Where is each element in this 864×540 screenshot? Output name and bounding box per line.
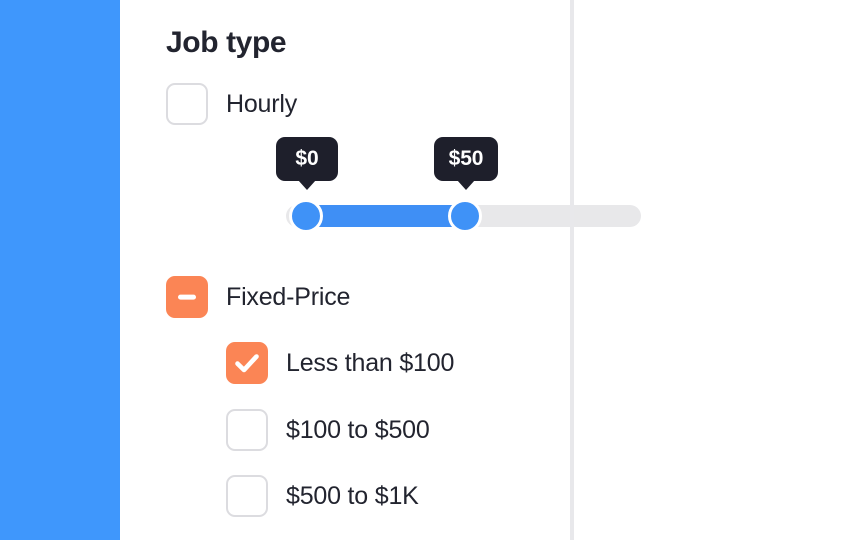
checkbox-label-500-to-1k: $500 to $1K	[286, 482, 419, 510]
left-blue-rail	[0, 0, 120, 540]
checkbox-label-100-to-500: $100 to $500	[286, 416, 430, 444]
checkbox-row-500-to-1k[interactable]: $500 to $1K	[226, 475, 419, 517]
check-glyph	[235, 354, 259, 373]
slider-min-tooltip: $0	[276, 137, 338, 181]
slider-thumb-max[interactable]	[448, 199, 482, 233]
checkbox-checked-icon[interactable]	[226, 342, 268, 384]
hourly-rate-range-slider[interactable]	[286, 199, 641, 233]
checkbox-label-hourly: Hourly	[226, 90, 298, 118]
checkbox-label-less-than-100: Less than $100	[286, 349, 455, 377]
checkbox-row-less-than-100[interactable]: Less than $100	[226, 342, 454, 384]
checkbox-indeterminate-icon[interactable]	[166, 276, 208, 318]
slider-max-tooltip: $50	[434, 137, 498, 181]
checkbox-empty-icon[interactable]	[226, 409, 268, 451]
checkbox-row-fixed-price[interactable]: Fixed-Price	[166, 276, 350, 318]
panel-divider	[570, 0, 574, 540]
minus-glyph	[178, 294, 196, 300]
checkbox-empty-icon[interactable]	[226, 475, 268, 517]
page-title: Job type	[166, 26, 287, 59]
slider-thumb-min[interactable]	[289, 199, 323, 233]
checkbox-label-fixed-price: Fixed-Price	[226, 283, 351, 311]
slider-selected-range	[306, 205, 465, 227]
checkbox-empty-icon[interactable]	[166, 83, 208, 125]
checkbox-row-100-to-500[interactable]: $100 to $500	[226, 409, 430, 451]
checkbox-row-hourly[interactable]: Hourly	[166, 83, 297, 125]
job-type-filter-panel: Job type Hourly $0 $50 Fixed-Price	[120, 0, 641, 540]
